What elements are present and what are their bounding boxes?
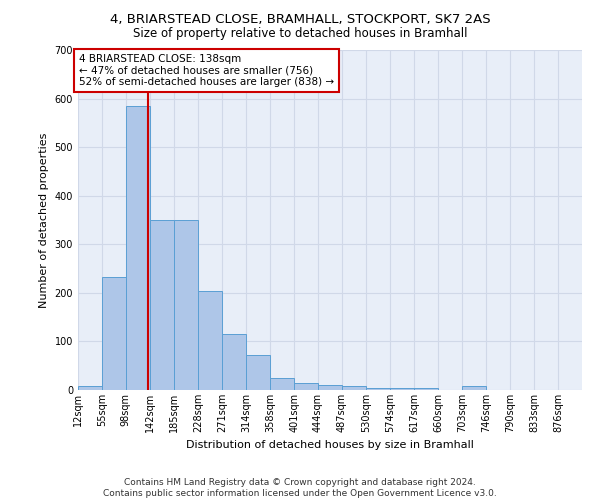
Text: Size of property relative to detached houses in Bramhall: Size of property relative to detached ho… [133,28,467,40]
Bar [462,386,486,390]
Bar [318,385,342,390]
Text: Contains HM Land Registry data © Crown copyright and database right 2024.
Contai: Contains HM Land Registry data © Crown c… [103,478,497,498]
Y-axis label: Number of detached properties: Number of detached properties [39,132,49,308]
Bar [342,386,366,390]
Bar [390,388,414,390]
Bar [102,278,126,390]
Bar [198,291,222,390]
Text: 4, BRIARSTEAD CLOSE, BRAMHALL, STOCKPORT, SK7 2AS: 4, BRIARSTEAD CLOSE, BRAMHALL, STOCKPORT… [110,12,490,26]
Bar [174,220,198,390]
Bar [246,354,270,390]
Bar [150,220,174,390]
Bar [414,388,438,390]
Bar [366,388,390,390]
Bar [78,386,102,390]
X-axis label: Distribution of detached houses by size in Bramhall: Distribution of detached houses by size … [186,440,474,450]
Bar [222,334,246,390]
Bar [126,106,150,390]
Text: 4 BRIARSTEAD CLOSE: 138sqm
← 47% of detached houses are smaller (756)
52% of sem: 4 BRIARSTEAD CLOSE: 138sqm ← 47% of deta… [79,54,334,87]
Bar [294,382,318,390]
Bar [270,378,294,390]
